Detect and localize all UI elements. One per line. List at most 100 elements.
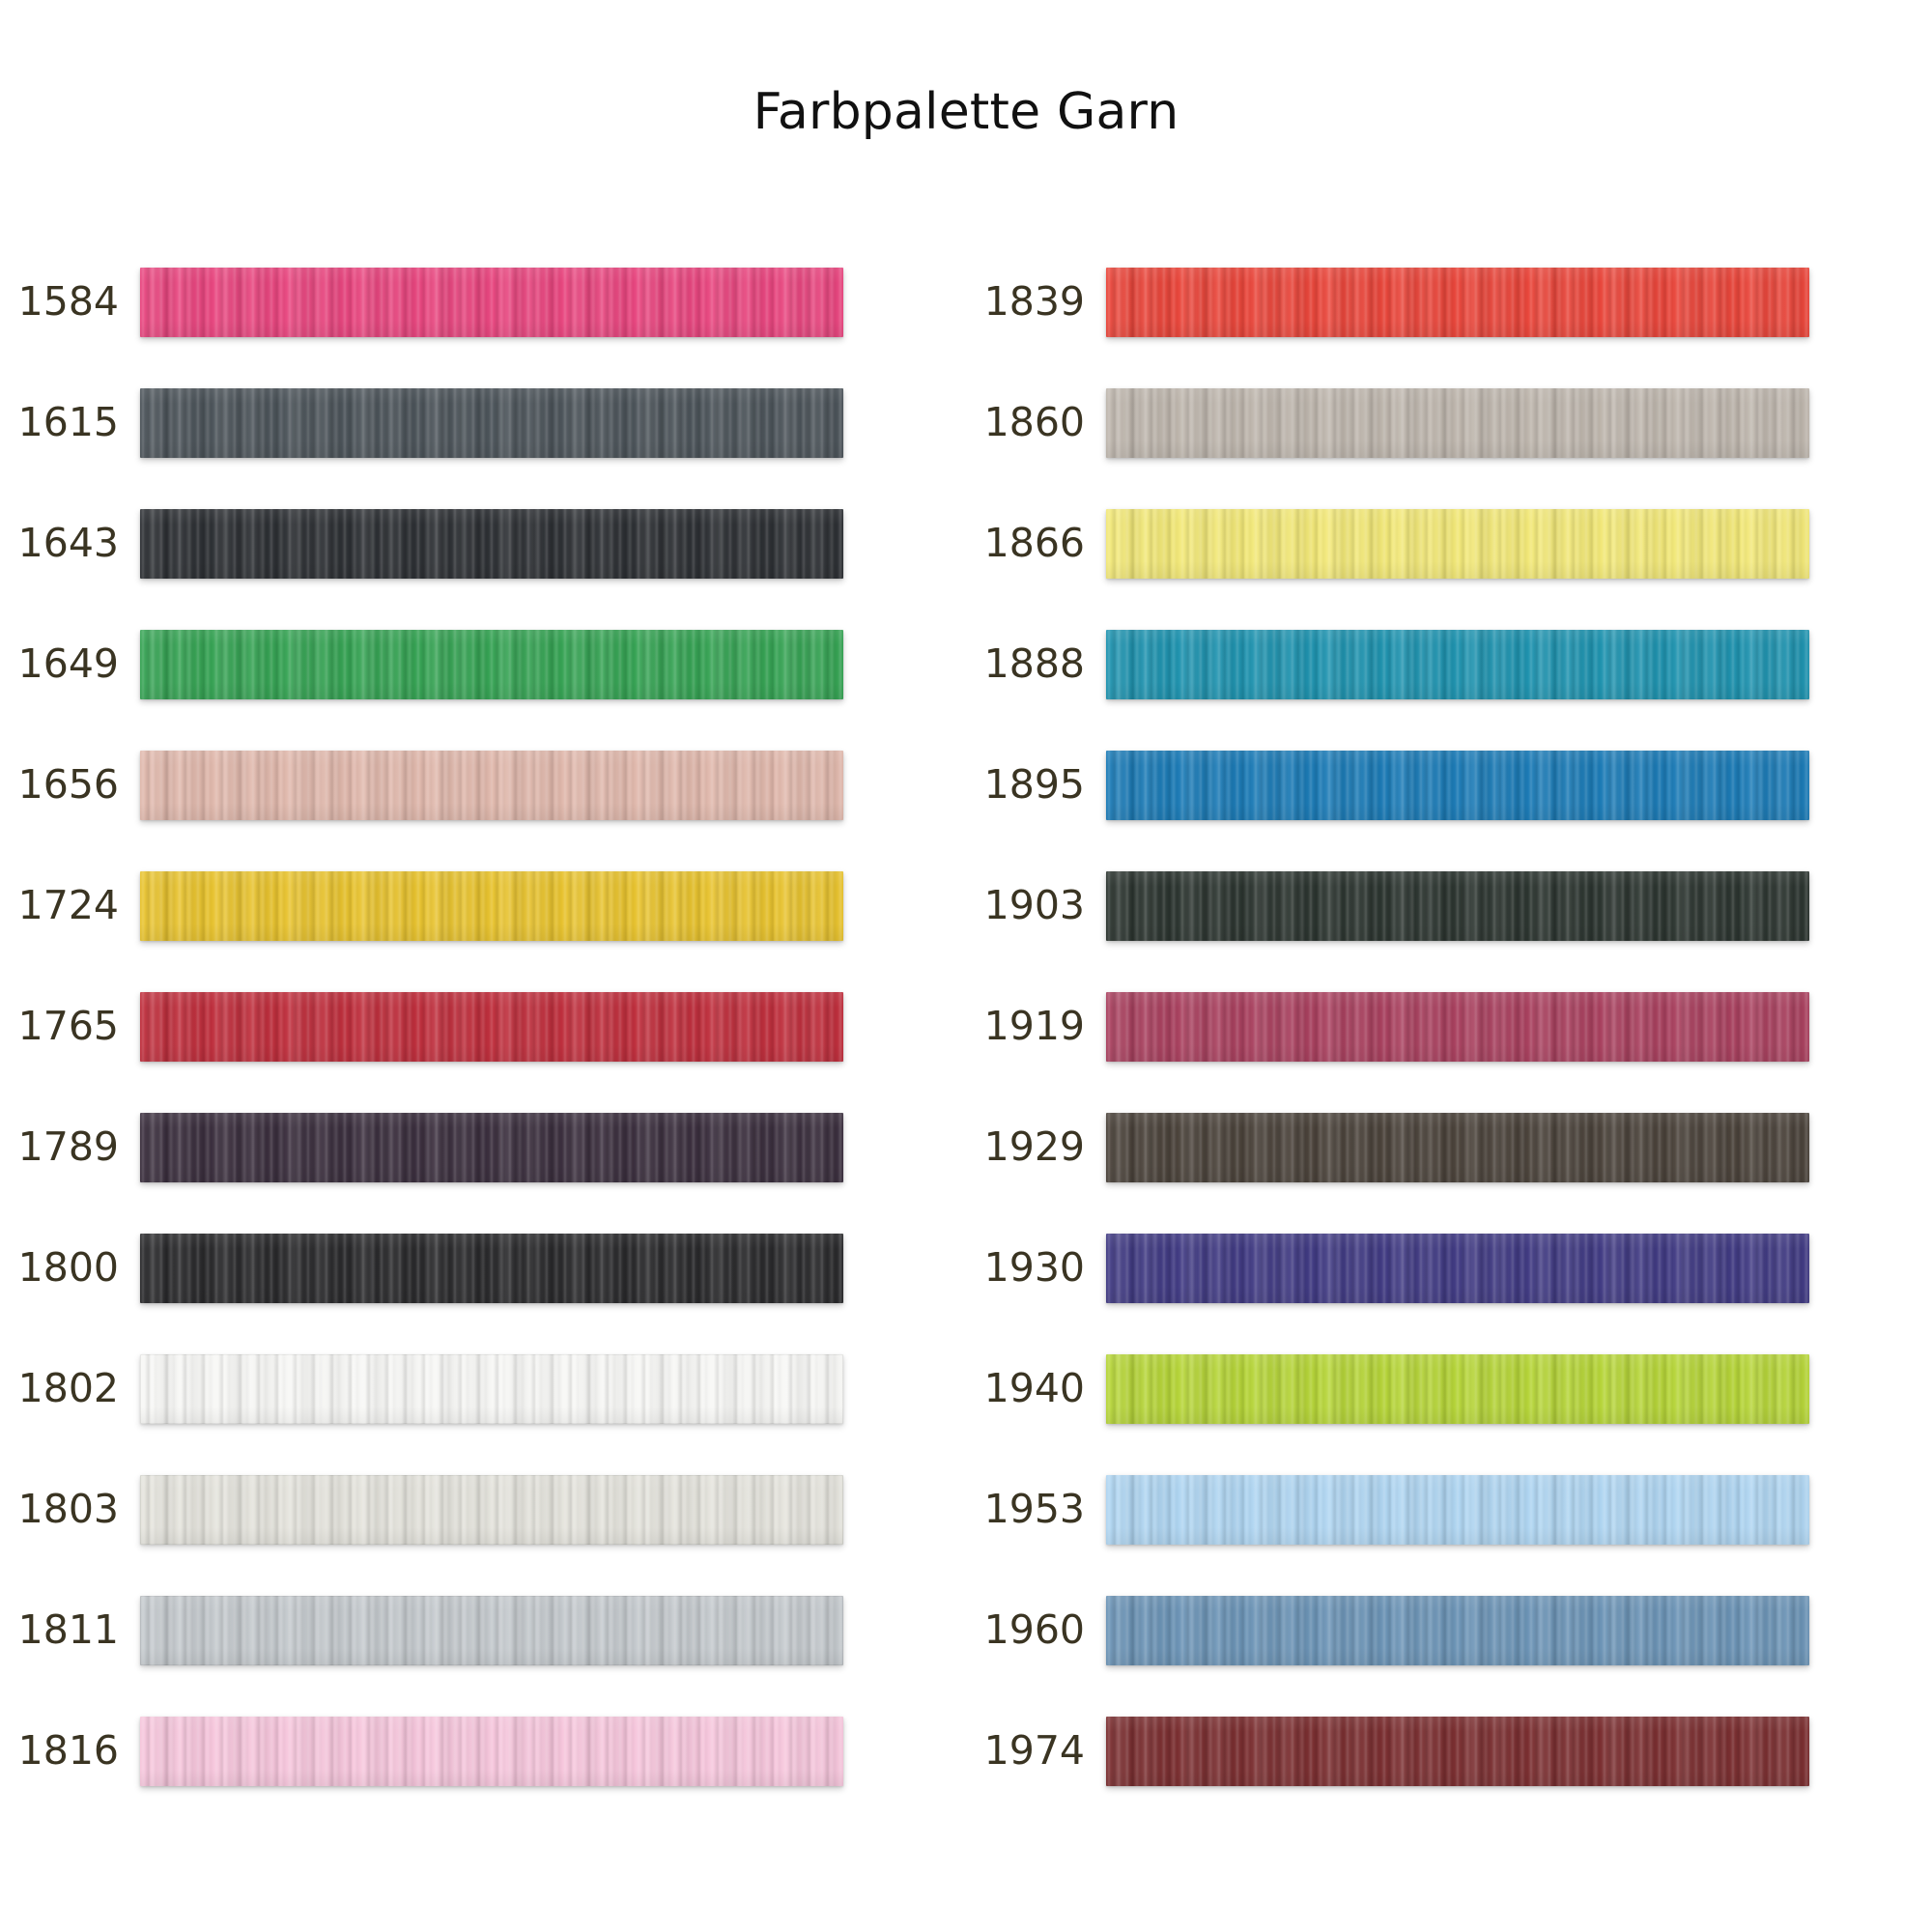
color-swatch[interactable]: [1106, 508, 1809, 579]
swatch-code-label: 1930: [983, 1244, 1085, 1291]
swatch-code-label: 1802: [17, 1365, 119, 1411]
swatch-code-label: 1895: [983, 761, 1085, 808]
color-swatch[interactable]: [140, 750, 843, 820]
color-swatch[interactable]: [140, 267, 843, 337]
swatch-row[interactable]: 1974: [966, 1690, 1932, 1811]
color-swatch[interactable]: [140, 1112, 843, 1182]
swatch-row[interactable]: 1803: [0, 1449, 966, 1570]
swatch-code-label: 1929: [983, 1123, 1085, 1170]
swatch-code-label: 1839: [983, 278, 1085, 325]
swatch-wrapper: [1106, 387, 1809, 458]
color-swatch[interactable]: [140, 1353, 843, 1424]
swatch-wrapper: [1106, 1353, 1809, 1424]
swatch-code-label: 1800: [17, 1244, 119, 1291]
color-swatch[interactable]: [140, 870, 843, 941]
left-column: 1584 1615 1643 1649: [0, 242, 966, 1811]
swatch-row[interactable]: 1903: [966, 845, 1932, 966]
right-column: 1839 1860 1866 1888: [966, 242, 1932, 1811]
swatch-row[interactable]: 1839: [966, 242, 1932, 362]
swatch-wrapper: [140, 387, 843, 458]
color-swatch[interactable]: [1106, 1716, 1809, 1786]
swatch-row[interactable]: 1860: [966, 362, 1932, 483]
swatch-wrapper: [140, 870, 843, 941]
swatch-code-label: 1643: [17, 520, 119, 566]
swatch-wrapper: [140, 267, 843, 337]
swatch-wrapper: [1106, 629, 1809, 699]
swatch-row[interactable]: 1800: [0, 1208, 966, 1328]
color-swatch[interactable]: [140, 629, 843, 699]
color-swatch[interactable]: [1106, 1233, 1809, 1303]
color-swatch[interactable]: [1106, 1353, 1809, 1424]
swatch-code-label: 1860: [983, 399, 1085, 445]
swatch-row[interactable]: 1765: [0, 966, 966, 1087]
swatch-wrapper: [1106, 1474, 1809, 1545]
palette-columns: 1584 1615 1643 1649: [0, 242, 1932, 1811]
swatch-row[interactable]: 1584: [0, 242, 966, 362]
color-swatch[interactable]: [1106, 1474, 1809, 1545]
swatch-code-label: 1811: [17, 1606, 119, 1653]
swatch-code-label: 1919: [983, 1003, 1085, 1049]
swatch-row[interactable]: 1888: [966, 604, 1932, 724]
swatch-code-label: 1960: [983, 1606, 1085, 1653]
swatch-wrapper: [1106, 267, 1809, 337]
swatch-wrapper: [1106, 508, 1809, 579]
color-swatch[interactable]: [1106, 387, 1809, 458]
swatch-code-label: 1974: [983, 1727, 1085, 1774]
swatch-row[interactable]: 1866: [966, 483, 1932, 604]
color-swatch[interactable]: [140, 1716, 843, 1786]
swatch-row[interactable]: 1656: [0, 724, 966, 845]
color-swatch[interactable]: [140, 1595, 843, 1665]
color-swatch[interactable]: [1106, 1595, 1809, 1665]
swatch-wrapper: [1106, 870, 1809, 941]
swatch-wrapper: [140, 1233, 843, 1303]
swatch-code-label: 1888: [983, 640, 1085, 687]
color-swatch[interactable]: [1106, 750, 1809, 820]
swatch-row[interactable]: 1816: [0, 1690, 966, 1811]
swatch-row[interactable]: 1789: [0, 1087, 966, 1208]
swatch-wrapper: [140, 508, 843, 579]
swatch-row[interactable]: 1953: [966, 1449, 1932, 1570]
swatch-row[interactable]: 1960: [966, 1570, 1932, 1690]
color-swatch[interactable]: [1106, 870, 1809, 941]
page-title: Farbpalette Garn: [753, 83, 1179, 141]
swatch-code-label: 1615: [17, 399, 119, 445]
swatch-wrapper: [140, 1112, 843, 1182]
swatch-code-label: 1903: [983, 882, 1085, 928]
color-swatch[interactable]: [140, 991, 843, 1062]
color-swatch[interactable]: [1106, 267, 1809, 337]
swatch-wrapper: [1106, 1716, 1809, 1786]
swatch-wrapper: [140, 991, 843, 1062]
swatch-row[interactable]: 1649: [0, 604, 966, 724]
swatch-row[interactable]: 1940: [966, 1328, 1932, 1449]
color-swatch[interactable]: [1106, 991, 1809, 1062]
swatch-wrapper: [140, 1474, 843, 1545]
swatch-code-label: 1940: [983, 1365, 1085, 1411]
color-swatch[interactable]: [140, 1474, 843, 1545]
color-swatch[interactable]: [140, 508, 843, 579]
swatch-row[interactable]: 1929: [966, 1087, 1932, 1208]
swatch-code-label: 1953: [983, 1486, 1085, 1532]
color-swatch[interactable]: [1106, 629, 1809, 699]
swatch-code-label: 1649: [17, 640, 119, 687]
swatch-code-label: 1803: [17, 1486, 119, 1532]
swatch-row[interactable]: 1919: [966, 966, 1932, 1087]
color-swatch[interactable]: [140, 387, 843, 458]
color-swatch[interactable]: [1106, 1112, 1809, 1182]
swatch-row[interactable]: 1930: [966, 1208, 1932, 1328]
swatch-wrapper: [140, 629, 843, 699]
swatch-wrapper: [140, 1716, 843, 1786]
swatch-code-label: 1866: [983, 520, 1085, 566]
swatch-wrapper: [1106, 1233, 1809, 1303]
swatch-code-label: 1765: [17, 1003, 119, 1049]
swatch-row[interactable]: 1615: [0, 362, 966, 483]
swatch-row[interactable]: 1811: [0, 1570, 966, 1690]
swatch-wrapper: [140, 750, 843, 820]
swatch-row[interactable]: 1895: [966, 724, 1932, 845]
swatch-row[interactable]: 1724: [0, 845, 966, 966]
swatch-row[interactable]: 1802: [0, 1328, 966, 1449]
swatch-code-label: 1816: [17, 1727, 119, 1774]
swatch-wrapper: [1106, 750, 1809, 820]
color-swatch[interactable]: [140, 1233, 843, 1303]
swatch-row[interactable]: 1643: [0, 483, 966, 604]
